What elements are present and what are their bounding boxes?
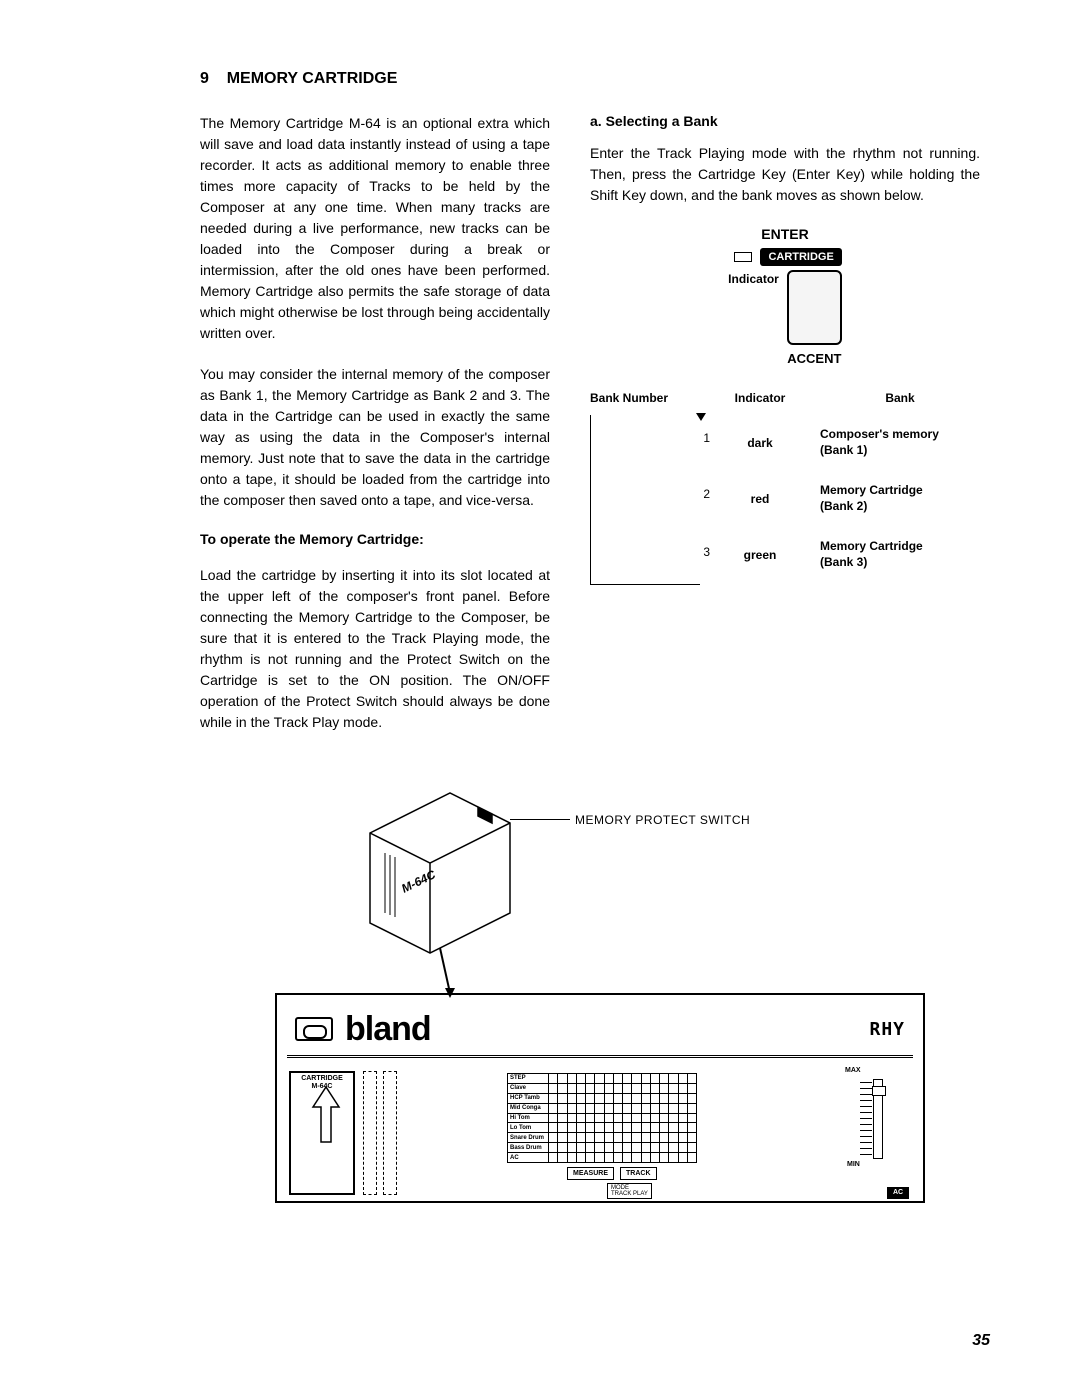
paragraph-3: Load the cartridge by inserting it into …	[200, 565, 550, 733]
section-title: 9 MEMORY CARTRIDGE	[200, 70, 990, 88]
volume-area: MAX MIN AC	[849, 1071, 909, 1199]
desc-1a: Composer's memory	[820, 427, 939, 441]
desc-3a: Memory Cartridge	[820, 539, 923, 553]
bank-num-2: 2	[703, 487, 710, 501]
bank-num-3: 3	[703, 545, 710, 559]
track-controls: MEASURE TRACK MODE TRACK PLAY	[567, 1167, 657, 1180]
col-indicator: Indicator	[700, 391, 820, 405]
grid-lbl-8: Bass Drum	[508, 1145, 548, 1151]
panel-divider	[287, 1055, 913, 1059]
two-column-layout: The Memory Cartridge M-64 is an optional…	[200, 113, 990, 753]
vol-min: MIN	[847, 1161, 860, 1201]
grid-lbl-4: Mid Conga	[508, 1105, 548, 1111]
ind-2: red	[700, 492, 820, 506]
left-column: The Memory Cartridge M-64 is an optional…	[200, 113, 550, 753]
bank-table-head: Bank Number Indicator Bank	[590, 391, 980, 405]
slot-label-1: CARTRIDGE	[301, 1075, 343, 1082]
section-number: 9	[200, 70, 209, 87]
grid-lbl-3: HCP Tamb	[508, 1095, 548, 1101]
grid-lbl-1: Clave	[508, 1085, 548, 1091]
right-paragraph: Enter the Track Playing mode with the rh…	[590, 143, 980, 206]
operate-heading: To operate the Memory Cartridge:	[200, 531, 550, 547]
memory-protect-switch-label: MEMORY PROTECT SWITCH	[575, 813, 750, 827]
page-number: 35	[972, 1332, 990, 1350]
desc-2b: (Bank 2)	[820, 499, 867, 513]
col-bank: Bank	[820, 391, 980, 405]
ac-box: AC	[887, 1187, 909, 1199]
bank-table: Bank Number Indicator Bank 1 2 3 dark Co…	[590, 391, 980, 585]
right-column: a. Selecting a Bank Enter the Track Play…	[590, 113, 980, 753]
measure-box: MEASURE	[567, 1167, 614, 1180]
indicator-label: Indicator	[728, 272, 779, 286]
bank-row-3: green Memory Cartridge (Bank 3)	[700, 527, 980, 583]
paragraph-1: The Memory Cartridge M-64 is an optional…	[200, 113, 550, 344]
bank-num-1: 1	[703, 431, 710, 445]
desc-1b: (Bank 1)	[820, 443, 867, 457]
bank-row-1: dark Composer's memory (Bank 1)	[700, 415, 980, 471]
vol-max: MAX	[845, 1067, 861, 1074]
subsection-a: a. Selecting a Bank	[590, 113, 980, 129]
desc-3b: (Bank 3)	[820, 555, 867, 569]
rhy-label: RHY	[869, 1019, 905, 1040]
grid-lbl-0: STEP	[508, 1075, 548, 1081]
ind-1: dark	[700, 436, 820, 450]
insert-arrow-icon	[309, 1087, 343, 1187]
led-indicator	[734, 252, 752, 262]
bank-row-2: red Memory Cartridge (Bank 2)	[700, 471, 980, 527]
step-grid: STEP Clave HCP Tamb Mid Conga Hi Tom Lo …	[507, 1073, 697, 1163]
grid-lbl-7: Snare Drum	[508, 1135, 548, 1141]
section-name: MEMORY CARTRIDGE	[227, 70, 398, 87]
brand-icon	[295, 1017, 333, 1041]
panel-lower: CARTRIDGE M-64C STEP Clave HCP Tamb Mid …	[287, 1067, 913, 1195]
cartridge-svg: M-64C	[330, 773, 550, 1003]
enter-label: ENTER	[590, 226, 980, 242]
bottom-diagram: M-64C MEMORY PROTECT SWITCH bland RHY CA…	[200, 773, 990, 1213]
col-bank-number: Bank Number	[590, 391, 700, 405]
brand-text: bland	[345, 1010, 869, 1049]
desc-2a: Memory Cartridge	[820, 483, 923, 497]
paragraph-2: You may consider the internal memory of …	[200, 364, 550, 511]
track-play-label: TRACK PLAY	[611, 1191, 648, 1197]
accent-button	[787, 270, 842, 345]
mps-pointer-line	[510, 819, 570, 820]
volume-slider	[873, 1079, 883, 1159]
track-box: TRACK	[620, 1167, 657, 1180]
ind-3: green	[700, 548, 820, 562]
grid-lbl-5: Hi Tom	[508, 1115, 548, 1121]
cartridge-slot: CARTRIDGE M-64C	[289, 1071, 355, 1195]
dotted-1	[363, 1071, 377, 1195]
composer-panel: bland RHY CARTRIDGE M-64C STEP Clave	[275, 993, 925, 1203]
volume-knob	[872, 1086, 886, 1096]
enter-diagram: ENTER CARTRIDGE Indicator ACCENT	[590, 226, 980, 366]
accent-label: ACCENT	[787, 351, 842, 366]
grid-lbl-9: AC	[508, 1155, 548, 1161]
cartridge-badge: CARTRIDGE	[760, 248, 841, 266]
dotted-2	[383, 1071, 397, 1195]
bank-cycle-arrow: 1 2 3	[590, 415, 700, 585]
grid-lbl-6: Lo Tom	[508, 1125, 548, 1131]
